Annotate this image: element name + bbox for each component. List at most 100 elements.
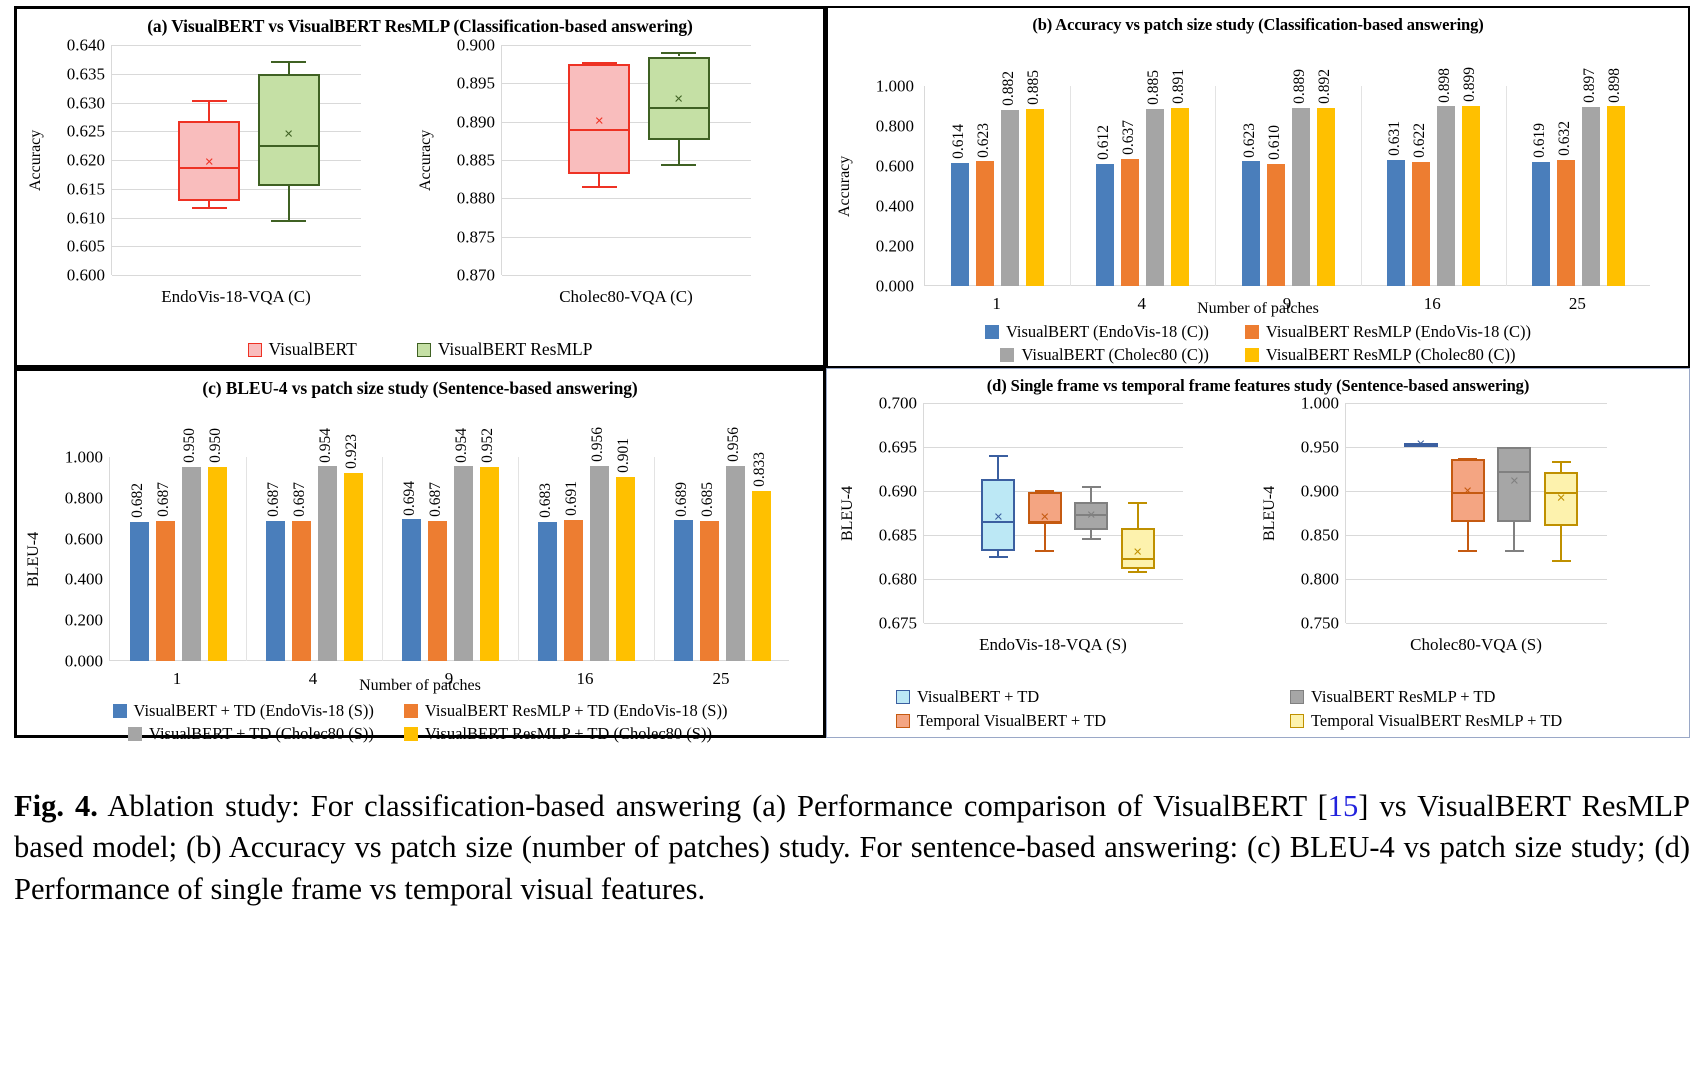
y-tick-label: 0.605 <box>66 236 105 256</box>
whisker-cap-upper <box>661 51 697 54</box>
y-tick-label: 1.000 <box>64 447 103 467</box>
mean-marker: × <box>1510 472 1519 490</box>
box-rect <box>257 73 320 186</box>
x-axis-category-label: 25 <box>712 669 730 688</box>
bar <box>453 466 473 661</box>
gridline <box>1346 403 1607 404</box>
bar <box>1531 162 1550 286</box>
legend-swatch <box>896 714 910 728</box>
caption-label: Fig. 4. <box>14 789 98 823</box>
box-plot-2: × <box>257 45 320 275</box>
whisker-lower <box>1560 526 1563 560</box>
bar <box>1266 164 1285 286</box>
y-tick-label: 0.880 <box>456 188 495 208</box>
y-tick-label: 0.875 <box>456 227 495 247</box>
legend-item[interactable]: Temporal VisualBERT ResMLP + TD <box>1290 711 1620 731</box>
legend-item[interactable]: VisualBERT + TD <box>896 687 1226 707</box>
box-plot-2: × <box>647 45 710 275</box>
panel-b-legend: VisualBERT (EndoVis-18 (C)) VisualBERT Re… <box>828 322 1688 365</box>
legend-item[interactable]: VisualBERT (EndoVis-18 (C)) <box>984 322 1209 342</box>
bar-value-label: 0.891 <box>1170 68 1188 104</box>
gridline <box>1346 579 1607 580</box>
caption-text-part2: ] vs VisualBERT ResMLP based model; (b) … <box>14 789 1690 906</box>
median-line <box>1120 557 1155 560</box>
median-line <box>1497 471 1532 474</box>
bar <box>537 521 557 661</box>
x-axis-category-label: 9 <box>1282 294 1292 313</box>
bar <box>751 491 771 661</box>
whisker-upper <box>997 454 1000 479</box>
figure-panel-grid: (a) VisualBERT vs VisualBERT ResMLP (Cla… <box>14 6 1690 743</box>
x-axis-category-label: 16 <box>1423 294 1441 313</box>
bar-value-label: 0.950 <box>207 428 224 464</box>
bar-value-label: 0.631 <box>1385 120 1403 156</box>
bar <box>1461 106 1480 286</box>
y-tick-label: 0.200 <box>875 236 914 256</box>
whisker-upper <box>1560 461 1563 473</box>
y-tick-label: 0.680 <box>878 569 917 589</box>
legend-item[interactable]: Temporal VisualBERT + TD <box>896 711 1226 731</box>
legend-item[interactable]: VisualBERT ResMLP + TD (Cholec80 (S)) <box>403 724 712 744</box>
mean-marker: × <box>1133 543 1143 561</box>
whisker-cap-upper <box>191 99 227 102</box>
legend-item[interactable]: VisualBERT ResMLP + TD <box>1290 687 1620 707</box>
bar-value-label: 0.687 <box>291 481 308 517</box>
whisker-cap-lower <box>988 556 1008 559</box>
box-subchart-1: Accuracy 0.640 0.635 0.630 0.625 0.620 0.615 0.… <box>25 37 415 309</box>
y-tick-labels: 1.000 0.950 0.900 0.850 0.800 0.750 <box>1277 395 1339 632</box>
bar <box>1606 106 1625 286</box>
bar-value-label: 0.954 <box>317 427 334 463</box>
yaxis-title: BLEU-4 <box>25 531 42 587</box>
legend-label: VisualBERT <box>268 339 357 359</box>
legend-item[interactable]: VisualBERT ResMLP + TD (EndoVis-18 (S)) <box>403 701 727 721</box>
legend-row-2: VisualBERT + TD (Cholec80 (S)) VisualBERT… <box>17 724 823 744</box>
bar <box>1581 106 1600 286</box>
bar-value-label: 0.956 <box>725 427 742 462</box>
y-tick-labels: 0.700 0.695 0.690 0.685 0.680 0.675 <box>855 395 917 632</box>
legend-item[interactable]: VisualBERT (Cholec80 (C)) <box>1000 345 1209 365</box>
mean-marker: × <box>1086 506 1096 524</box>
y-tick-label: 0.400 <box>875 196 914 216</box>
gridline <box>112 45 361 46</box>
panel-c: (c) BLEU-4 vs patch size study (Sentence… <box>14 368 826 743</box>
citation-link-15[interactable]: 15 <box>1327 789 1359 823</box>
group-separator <box>654 457 655 661</box>
legend-item[interactable]: VisualBERT + TD (Cholec80 (S)) <box>128 724 374 744</box>
legend-swatch <box>984 325 999 339</box>
x-axis-line <box>925 285 1650 286</box>
y-tick-label: 0.000 <box>875 276 914 296</box>
bar <box>589 465 609 661</box>
bar <box>1001 109 1020 286</box>
whisker-cap-lower <box>1458 549 1478 552</box>
y-tick-label: 0.870 <box>456 265 495 285</box>
legend-item[interactable]: VisualBERT ResMLP <box>416 339 592 360</box>
whisker-cap-upper <box>271 60 307 63</box>
whisker-cap-upper <box>581 61 617 64</box>
group-separator <box>246 457 247 661</box>
bar <box>1411 161 1430 286</box>
box-rect <box>1450 459 1485 522</box>
group-separator <box>382 457 383 661</box>
legend-label: VisualBERT ResMLP (EndoVis-18 (C)) <box>1265 322 1532 341</box>
caption-text-part1: Ablation study: For classification-based… <box>107 789 1328 823</box>
legend-item[interactable]: VisualBERT <box>247 339 357 360</box>
gridline <box>924 623 1183 624</box>
whisker-lower <box>1136 569 1139 572</box>
bar <box>673 520 693 661</box>
whisker-lower <box>677 140 680 164</box>
box-rect <box>647 56 710 141</box>
legend-swatch <box>403 704 418 718</box>
box-rect <box>1497 447 1532 522</box>
whisker-lower <box>1513 521 1516 550</box>
bar <box>951 163 970 286</box>
bar <box>1026 109 1045 286</box>
box-plot-1: × <box>178 45 241 275</box>
legend-item[interactable]: VisualBERT + TD (EndoVis-18 (S)) <box>112 701 374 721</box>
legend-item[interactable]: VisualBERT ResMLP (Cholec80 (C)) <box>1244 345 1516 365</box>
whisker-cap-lower <box>1551 559 1571 562</box>
bar <box>1436 106 1455 286</box>
legend-row-2: VisualBERT (Cholec80 (C)) VisualBERT ResM… <box>828 345 1688 365</box>
x-axis-line <box>110 660 789 661</box>
legend-item[interactable]: VisualBERT ResMLP (EndoVis-18 (C)) <box>1244 322 1532 342</box>
bar <box>615 477 635 661</box>
